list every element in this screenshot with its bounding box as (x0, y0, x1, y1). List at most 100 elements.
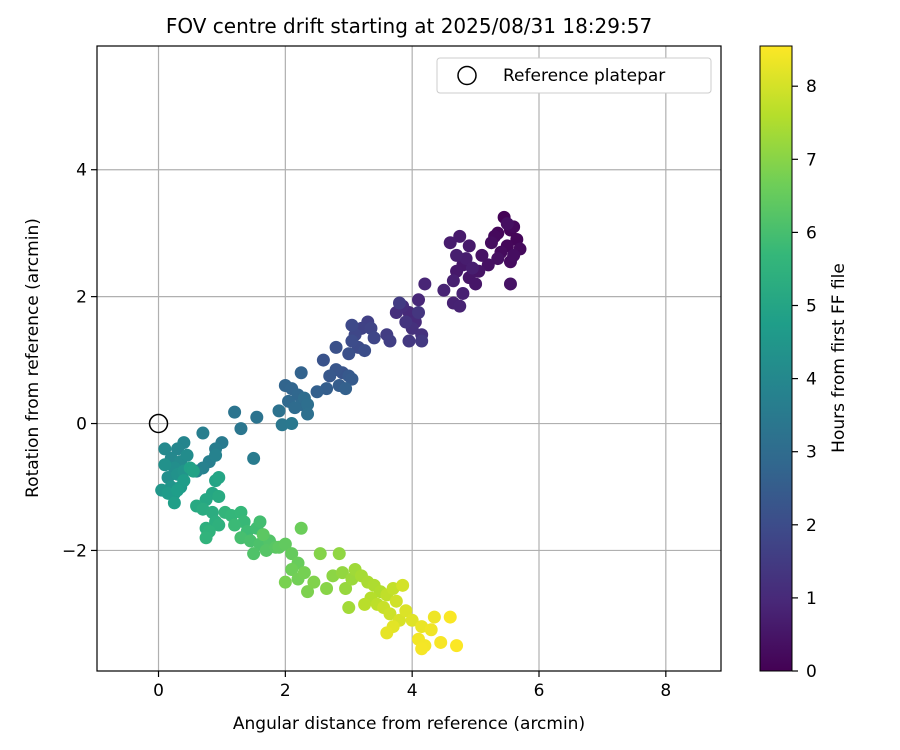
data-point (412, 293, 426, 307)
data-point (186, 464, 200, 478)
reference-point-marker (148, 413, 169, 434)
data-point (465, 261, 479, 275)
y-tick-label: 0 (76, 415, 87, 435)
data-point (412, 305, 426, 319)
data-point (446, 274, 460, 288)
data-point (424, 623, 438, 637)
data-point (250, 410, 264, 424)
data-point (212, 490, 226, 504)
data-point (481, 258, 495, 272)
data-point (297, 566, 311, 580)
data-point (380, 626, 394, 640)
data-point (491, 252, 505, 266)
data-point (209, 448, 223, 462)
legend-label: Reference platepar (503, 66, 665, 86)
data-point (396, 578, 410, 592)
data-point (228, 518, 242, 532)
data-point (177, 474, 191, 488)
colorbar-tick-label: 4 (806, 370, 817, 390)
data-point (285, 417, 299, 431)
x-tick-label: 8 (660, 681, 671, 701)
plot-frame (96, 45, 722, 672)
legend: Reference platepar (436, 57, 712, 94)
colorbar: 0 1 2 3 4 5 6 7 8 Hours from first FF file (759, 45, 849, 682)
data-point (367, 331, 381, 345)
colorbar-tick-label: 0 (806, 662, 817, 682)
data-point (285, 562, 299, 576)
colorbar-tick-label: 5 (806, 297, 817, 317)
data-point (383, 607, 397, 621)
data-point (275, 418, 289, 432)
data-point (475, 248, 489, 262)
data-point (301, 585, 315, 599)
data-point (180, 448, 194, 462)
data-point (443, 610, 457, 624)
data-point (450, 639, 464, 653)
data-point (171, 483, 185, 497)
data-point (335, 566, 349, 580)
data-point (500, 217, 514, 231)
data-point (462, 239, 476, 253)
data-point (399, 604, 413, 618)
colorbar-tick-label: 7 (806, 150, 817, 170)
y-axis-label: Rotation from reference (arcmin) (23, 218, 43, 498)
data-point (345, 334, 359, 348)
data-point (339, 382, 353, 396)
data-point (158, 458, 172, 472)
data-point (247, 547, 261, 561)
data-point (196, 426, 210, 440)
x-axis: 0 2 4 6 8 (153, 671, 671, 701)
colorbar-tick-label: 1 (806, 589, 817, 609)
data-point (316, 353, 330, 367)
data-point (484, 236, 498, 250)
data-point (392, 296, 406, 310)
data-point (437, 283, 451, 297)
data-point (402, 334, 416, 348)
y-tick-label: 2 (76, 288, 87, 308)
data-point (443, 236, 457, 250)
x-tick-label: 0 (153, 681, 164, 701)
data-point (507, 248, 521, 262)
y-axis: −2 0 2 4 (62, 161, 97, 561)
data-point (310, 385, 324, 399)
data-point (212, 518, 226, 532)
data-point (389, 594, 403, 608)
data-point (434, 635, 448, 649)
y-tick-label: 4 (76, 161, 87, 181)
data-point (158, 442, 172, 456)
data-point (294, 521, 308, 535)
colorbar-tick-label: 6 (806, 223, 817, 243)
x-tick-label: 2 (280, 681, 291, 701)
data-point (253, 515, 267, 529)
data-point (418, 277, 432, 291)
colorbar-tick-label: 8 (806, 77, 817, 97)
data-point (427, 610, 441, 624)
data-point (405, 613, 419, 627)
data-point (339, 582, 353, 596)
data-point (307, 575, 321, 589)
data-point (415, 334, 429, 348)
data-point (247, 451, 261, 465)
colorbar-tick-label: 2 (806, 516, 817, 536)
data-point (278, 575, 292, 589)
data-point (456, 286, 470, 300)
data-point (278, 537, 292, 551)
data-point (199, 531, 213, 545)
data-point (453, 229, 467, 243)
grid (97, 46, 721, 671)
x-tick-label: 4 (407, 681, 418, 701)
data-point (329, 340, 343, 354)
data-point (453, 299, 467, 313)
data-point (358, 597, 372, 611)
x-tick-label: 6 (534, 681, 545, 701)
data-point (469, 277, 483, 291)
x-axis-label: Angular distance from reference (arcmin) (233, 714, 585, 734)
data-points (155, 210, 527, 656)
data-point (320, 582, 334, 596)
data-point (272, 404, 286, 418)
colorbar-gradient (759, 45, 793, 672)
legend-box (436, 57, 712, 94)
data-point (358, 344, 372, 358)
data-point (345, 372, 359, 386)
